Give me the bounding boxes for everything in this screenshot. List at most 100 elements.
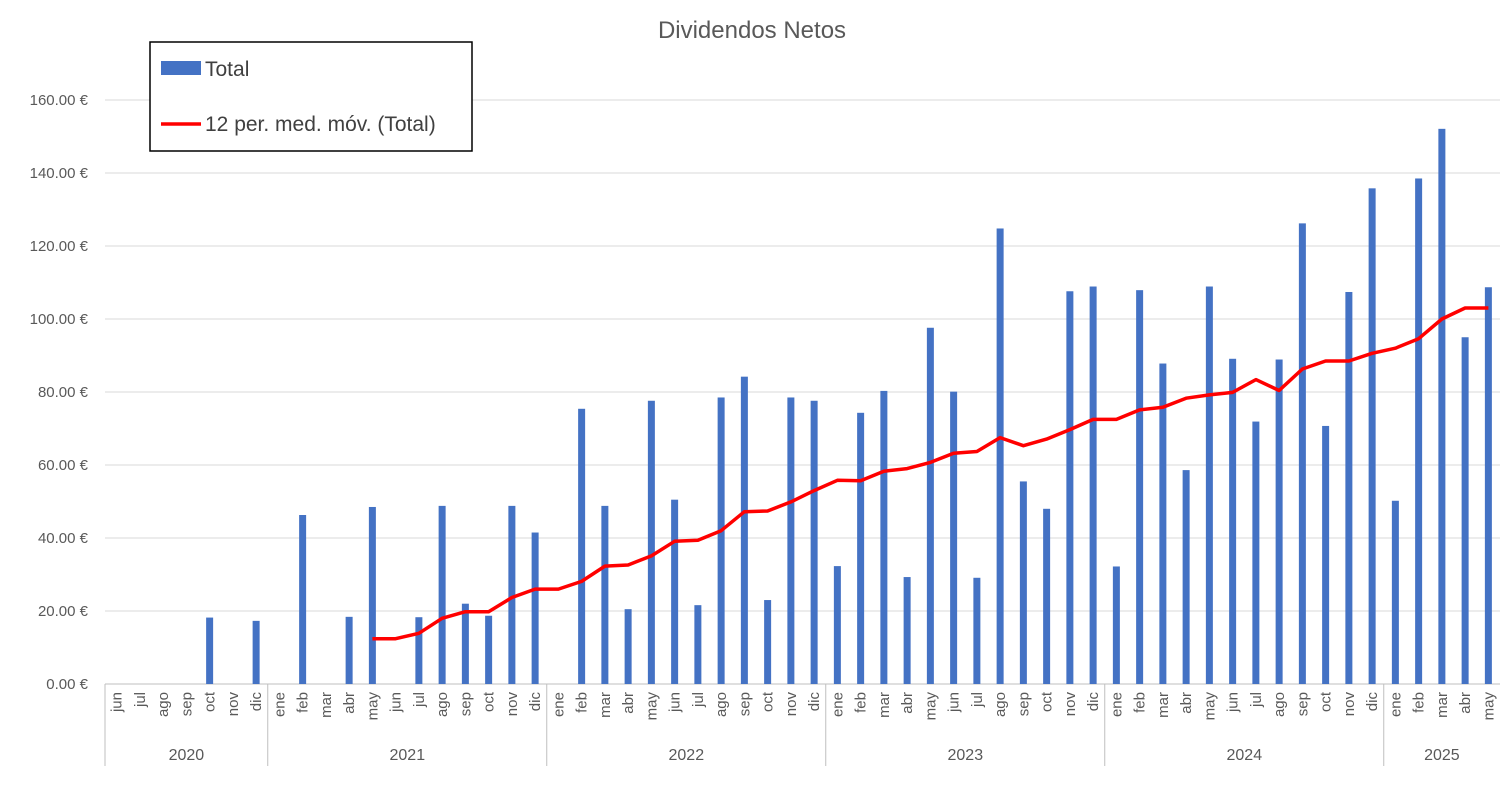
bar-total	[415, 617, 423, 684]
legend: Total 12 per. med. móv. (Total)	[149, 41, 473, 152]
bar-total	[717, 397, 725, 684]
bar-total	[764, 600, 772, 684]
bar-total	[1043, 508, 1051, 684]
x-tick-month: jun	[109, 692, 126, 713]
legend-box	[149, 41, 473, 152]
bar-total	[926, 327, 934, 684]
x-tick-month: abr	[899, 692, 916, 714]
y-tick-label: 40.00 €	[38, 530, 89, 547]
x-tick-month: may	[1201, 692, 1218, 721]
bar-total	[1275, 359, 1283, 684]
x-tick-month: mar	[318, 692, 335, 718]
x-tick-month: jun	[1225, 692, 1242, 713]
x-tick-month: jun	[667, 692, 684, 713]
x-tick-year: 2022	[669, 747, 705, 764]
x-tick-month: may	[1480, 692, 1497, 721]
x-tick-month: mar	[1434, 692, 1451, 718]
x-tick-month: abr	[341, 692, 358, 714]
x-tick-month: ago	[713, 692, 730, 717]
x-tick-month: sep	[1294, 692, 1311, 716]
bar-series-total	[206, 128, 1492, 685]
x-tick-month: oct	[1318, 691, 1335, 712]
bar-total	[996, 228, 1004, 685]
bar-total	[1368, 188, 1376, 684]
x-tick-month: sep	[457, 692, 474, 716]
x-tick-month: abr	[1457, 692, 1474, 714]
y-tick-label: 120.00 €	[30, 238, 89, 255]
x-tick-year: 2021	[390, 747, 426, 764]
x-tick-year: 2025	[1424, 747, 1460, 764]
bar-total	[508, 505, 516, 684]
y-tick-label: 0.00 €	[46, 676, 88, 693]
bar-total	[624, 609, 632, 684]
y-tick-label: 160.00 €	[30, 92, 89, 109]
x-tick-month: jul	[411, 692, 428, 708]
bar-total	[1182, 470, 1190, 684]
bar-total	[671, 499, 679, 684]
y-tick-label: 60.00 €	[38, 457, 89, 474]
x-tick-month: mar	[876, 692, 893, 718]
bar-total	[368, 506, 376, 684]
legend-label-moving-average: 12 per. med. móv. (Total)	[205, 113, 436, 136]
bar-total	[1229, 358, 1237, 684]
bar-total	[833, 566, 841, 684]
x-tick-month: ene	[550, 692, 567, 717]
legend-label-total: Total	[205, 58, 249, 81]
x-tick-month: oct	[202, 691, 219, 712]
bar-total	[1066, 291, 1074, 684]
bar-total	[1415, 178, 1423, 684]
bar-total	[461, 603, 469, 684]
x-tick-month: nov	[504, 692, 521, 717]
x-tick-month: ago	[1271, 692, 1288, 717]
x-tick-month: sep	[736, 692, 753, 716]
x-tick-month: dic	[527, 692, 544, 712]
x-tick-year: 2023	[948, 747, 984, 764]
x-tick-month: jul	[690, 692, 707, 708]
bar-total	[299, 515, 307, 684]
x-tick-month: may	[364, 692, 381, 721]
bar-total	[1391, 500, 1399, 684]
x-tick-month: abr	[1178, 692, 1195, 714]
x-tick-month: jun	[946, 692, 963, 713]
bar-total	[880, 390, 888, 684]
bar-total	[1089, 286, 1097, 684]
x-tick-month: feb	[295, 692, 312, 713]
x-tick-month: ene	[1108, 692, 1125, 717]
bar-total	[601, 505, 609, 684]
bar-total	[950, 391, 958, 684]
bar-total	[1019, 481, 1027, 684]
bar-total	[1205, 286, 1213, 684]
x-tick-month: mar	[597, 692, 614, 718]
x-tick-month: feb	[1132, 692, 1149, 713]
bar-total	[903, 577, 911, 684]
bar-total	[1159, 363, 1167, 684]
bar-total	[857, 412, 865, 684]
y-tick-label: 20.00 €	[38, 603, 89, 620]
bar-total	[810, 400, 818, 684]
x-tick-month: ago	[992, 692, 1009, 717]
bar-total	[1322, 425, 1330, 684]
x-tick-month: jul	[969, 692, 986, 708]
bar-total	[206, 617, 214, 684]
x-tick-month: sep	[178, 692, 195, 716]
x-tick-month: ago	[434, 692, 451, 717]
x-tick-month: sep	[1015, 692, 1032, 716]
x-tick-month: nov	[1062, 692, 1079, 717]
x-tick-month: oct	[760, 691, 777, 712]
y-tick-label: 140.00 €	[30, 165, 89, 182]
bar-total	[345, 616, 353, 684]
bar-total	[1345, 291, 1353, 684]
x-tick-month: abr	[620, 692, 637, 714]
x-tick-year: 2020	[169, 747, 205, 764]
x-tick-month: may	[643, 692, 660, 721]
moving-average-line	[372, 306, 1489, 641]
x-tick-month: nov	[1341, 692, 1358, 717]
bar-total	[973, 577, 981, 684]
x-tick-month: mar	[1155, 692, 1172, 718]
bar-total	[1136, 290, 1144, 684]
bar-total	[1112, 566, 1120, 684]
bar-total	[1252, 421, 1260, 684]
x-tick-month: oct	[1039, 691, 1056, 712]
